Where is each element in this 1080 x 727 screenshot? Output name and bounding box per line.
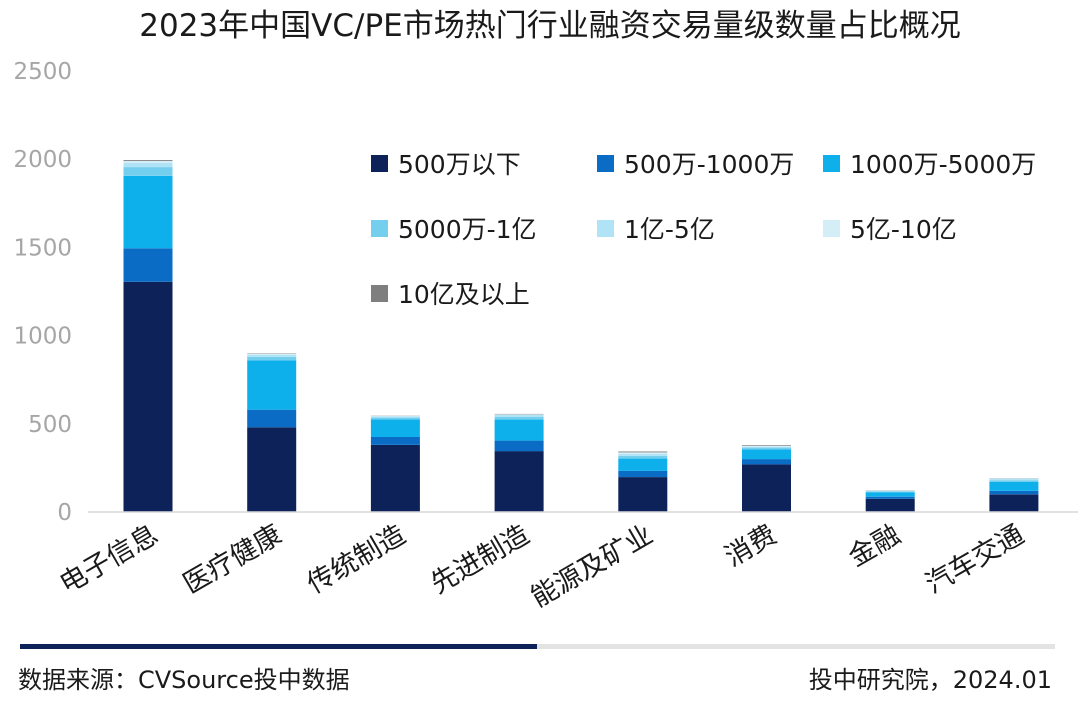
- bar-segment: [618, 451, 668, 453]
- y-tick-label: 0: [57, 500, 72, 526]
- legend-swatch: [597, 155, 614, 172]
- legend-swatch: [371, 155, 388, 172]
- bar-segment: [865, 492, 915, 497]
- source-note: 数据来源：CVSource投中数据: [18, 666, 350, 694]
- legend-label: 500万以下: [398, 150, 521, 179]
- legend-swatch: [823, 155, 840, 172]
- bar-segment: [618, 458, 668, 471]
- legend-label: 1000万-5000万: [850, 150, 1036, 179]
- legend-label: 5000万-1亿: [398, 215, 537, 244]
- x-tick-label: 消费: [720, 519, 782, 573]
- legend-label: 10亿及以上: [398, 280, 530, 309]
- bar-segment: [989, 490, 1039, 495]
- bar-segment: [989, 494, 1039, 512]
- bar-segment: [494, 416, 544, 420]
- bar-segment: [123, 161, 173, 163]
- bar-segment: [742, 447, 791, 450]
- y-tick-label: 2500: [13, 59, 72, 85]
- bar-segment: [865, 496, 915, 499]
- x-tick-label: 医疗健康: [178, 519, 287, 600]
- bar-segment: [989, 478, 1039, 481]
- bar-segment: [370, 416, 420, 418]
- bar-segment: [247, 356, 297, 361]
- bar-segment: [742, 446, 791, 447]
- bar-segment: [618, 453, 668, 456]
- bar-segment: [494, 415, 544, 417]
- bar-segment: [742, 445, 791, 446]
- bar-segment: [123, 176, 173, 249]
- x-tick-label: 汽车交通: [920, 519, 1029, 600]
- footer-bar-light: [537, 644, 1055, 649]
- bar-segment: [618, 452, 668, 454]
- legend-swatch: [823, 220, 840, 237]
- bar-segment: [989, 480, 1039, 482]
- bar-segment: [865, 491, 915, 493]
- x-tick-label: 传统制造: [302, 519, 411, 600]
- footer-bar-dark: [20, 644, 537, 649]
- legend-label: 500万-1000万: [624, 150, 794, 179]
- bar-segment: [865, 498, 915, 512]
- legend-label: 1亿-5亿: [624, 215, 715, 244]
- bar-segment: [742, 464, 791, 512]
- bar-segment: [123, 162, 173, 168]
- bar-segment: [370, 417, 420, 420]
- bar-segment: [989, 478, 1039, 479]
- y-axis: 0 500 1000 1500 2000 2500: [13, 59, 72, 526]
- bar-segment: [618, 477, 668, 512]
- x-tick-label: 能源及矿业: [526, 519, 658, 613]
- bar-segment: [370, 415, 420, 417]
- legend: 500万以下 500万-1000万 1000万-5000万 5000万-1亿 1亿-5亿…: [371, 150, 1036, 309]
- bar-segment: [742, 459, 791, 465]
- credit-note: 投中研究院，2024.01: [809, 666, 1052, 694]
- bar-segment: [123, 281, 173, 512]
- y-tick-label: 1000: [13, 324, 72, 350]
- bar-segment: [618, 455, 668, 459]
- y-tick-label: 2000: [13, 147, 72, 173]
- x-tick-label: 电子信息: [54, 519, 163, 600]
- bar-segment: [742, 449, 791, 460]
- bar-segment: [989, 482, 1039, 491]
- bar-segment: [123, 167, 173, 176]
- bar-segment: [494, 414, 544, 415]
- bar-segment: [370, 419, 420, 437]
- x-tick-label: 先进制造: [426, 519, 535, 600]
- bar-segment: [370, 445, 420, 512]
- bar-segment: [123, 160, 173, 161]
- bar-segment: [618, 470, 668, 478]
- legend-swatch: [371, 220, 388, 237]
- bar-segment: [865, 490, 915, 492]
- bar-segment: [494, 440, 544, 452]
- legend-label: 5亿-10亿: [850, 215, 957, 244]
- legend-swatch: [371, 285, 388, 302]
- bar-segment: [247, 427, 297, 512]
- bar-segment: [247, 409, 297, 428]
- bar-segment: [742, 446, 791, 448]
- bar-segment: [494, 419, 544, 441]
- bar-segment: [123, 248, 173, 282]
- x-tick-label: 金融: [843, 519, 905, 573]
- bar-segment: [247, 360, 297, 410]
- bars: [123, 160, 1039, 512]
- bar-segment: [247, 354, 297, 357]
- legend-swatch: [597, 220, 614, 237]
- bar-segment: [494, 451, 544, 512]
- chart-title: 2023年中国VC/PE市场热门行业融资交易量级数量占比概况: [139, 8, 960, 44]
- bar-segment: [370, 437, 420, 445]
- y-tick-label: 500: [28, 412, 72, 438]
- bar-segment: [247, 353, 297, 355]
- y-tick-label: 1500: [13, 235, 72, 261]
